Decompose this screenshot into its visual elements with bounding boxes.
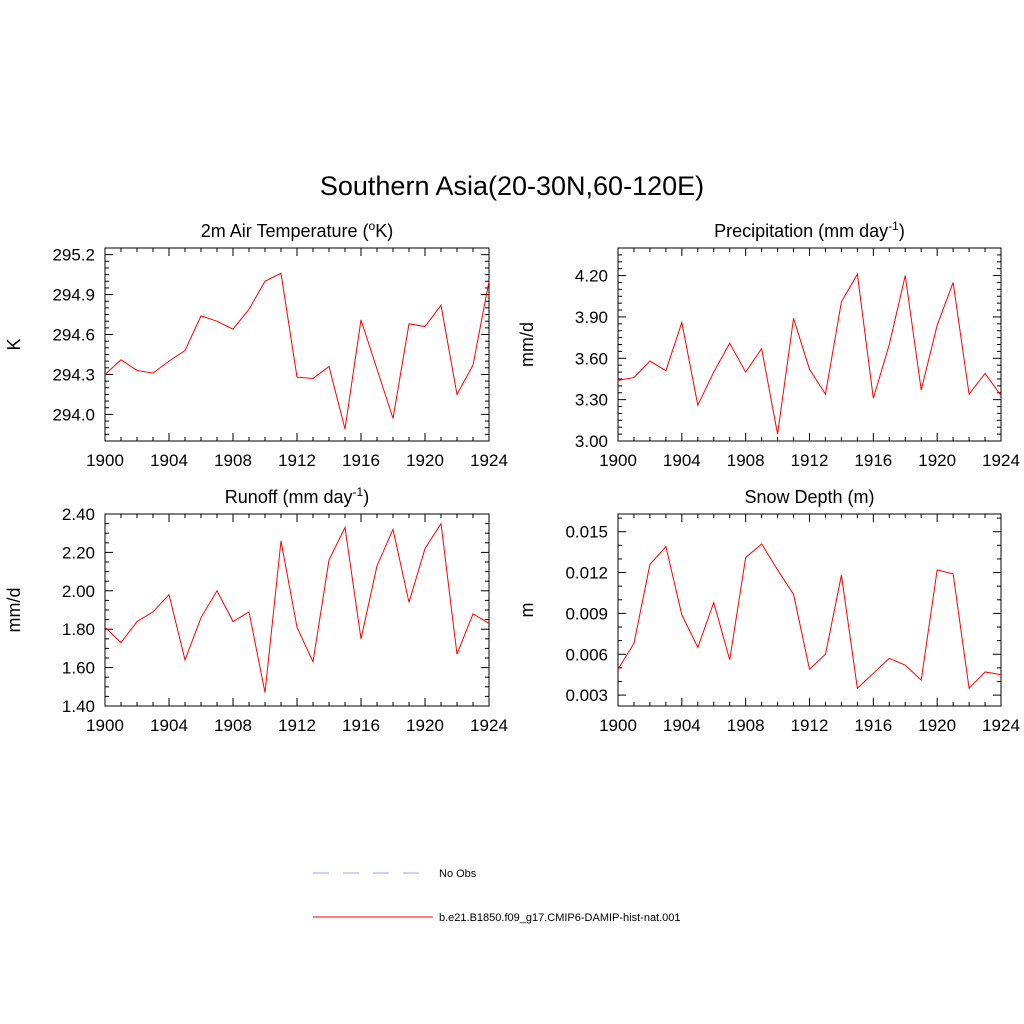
precipitation-title: Precipitation (mm day-1) [714,219,905,241]
legend: No Obs b.e21.B1850.f09_g17.CMIP6-DAMIP-h… [313,868,681,924]
air-temperature-x-tick-label: 1924 [470,451,508,470]
runoff-series-line [104,522,490,693]
runoff-y-tick-label: 2.20 [62,543,95,562]
runoff-x-tick-label: 1916 [342,716,380,735]
runoff-x-tick-label: 1920 [406,716,444,735]
snow-depth-series-line [617,543,1002,690]
air-temperature-x-tick-label: 1904 [150,451,188,470]
air-temperature-x-tick-label: 1912 [278,451,316,470]
runoff-y-tick-label: 1.60 [62,659,95,678]
snow-depth-y-tick-label: 0.003 [565,686,608,705]
runoff-x-tick-label: 1900 [86,716,124,735]
panel-runoff: 1900 1904 1908 1912 1916 1920 1924 1.40 1.60 1.80… [4,485,508,735]
air-temperature-y-tick-label: 294.0 [52,405,95,424]
legend-label-model-run: b.e21.B1850.f09_g17.CMIP6-DAMIP-hist-nat… [439,912,681,924]
precipitation-x-tick-label: 1916 [854,451,892,470]
panel-precipitation: 1900 1904 1908 1912 1916 1920 1924 3.00 3.30 3.60… [517,219,1020,470]
panel-air-temperature: 1900 1904 1908 1912 1916 1920 1924 294.0 294.3 29… [4,219,508,470]
precipitation-y-tick-label: 3.90 [575,308,608,327]
precipitation-y-axis-label: mm/d [517,322,537,367]
precipitation-y-tick-label: 4.20 [575,267,608,286]
snow-depth-y-tick-label: 0.015 [565,523,608,542]
precipitation-x-tick-label: 1912 [791,451,829,470]
runoff-y-tick-label: 2.00 [62,582,95,601]
snow-depth-x-tick-label: 1920 [918,716,956,735]
air-temperature-y-tick-label: 295.2 [52,246,95,265]
precipitation-y-tick-label: 3.00 [575,432,608,451]
snow-depth-x-tick-label: 1916 [854,716,892,735]
precipitation-x-tick-label: 1924 [982,451,1020,470]
air-temperature-y-axis-label: K [4,338,24,350]
snow-depth-y-tick-label: 0.009 [565,604,608,623]
runoff-x-tick-label: 1904 [150,716,188,735]
runoff-x-tick-label: 1912 [278,716,316,735]
air-temperature-series-line [104,272,490,430]
air-temperature-y-tick-label: 294.3 [52,365,95,384]
precipitation-x-tick-label: 1920 [918,451,956,470]
precipitation-x-tick-label: 1908 [727,451,765,470]
runoff-x-tick-label: 1908 [214,716,252,735]
legend-label-no-obs: No Obs [439,868,477,880]
air-temperature-x-tick-label: 1908 [214,451,252,470]
air-temperature-title: 2m Air Temperature (oK) [201,219,393,241]
runoff-y-tick-label: 1.40 [62,697,95,716]
precipitation-y-tick-label: 3.60 [575,349,608,368]
snow-depth-y-tick-label: 0.006 [565,645,608,664]
air-temperature-y-tick-label: 294.9 [52,286,95,305]
panel-snow-depth: 1900 1904 1908 1912 1916 1920 1924 0.003 0.006 0.… [517,487,1020,735]
precipitation-series-line [617,272,1002,435]
snow-depth-x-tick-label: 1912 [791,716,829,735]
figure-title: Southern Asia(20-30N,60-120E) [320,171,704,201]
snow-depth-title: Snow Depth (m) [744,487,874,507]
runoff-title: Runoff (mm day-1) [225,485,369,507]
runoff-y-tick-label: 1.80 [62,620,95,639]
precipitation-y-tick-label: 3.30 [575,391,608,410]
snow-depth-y-tick-label: 0.012 [565,564,608,583]
runoff-y-tick-label: 2.40 [62,505,95,524]
air-temperature-x-tick-label: 1900 [86,451,124,470]
air-temperature-x-tick-label: 1916 [342,451,380,470]
snow-depth-x-tick-label: 1904 [663,716,701,735]
precipitation-x-tick-label: 1900 [599,451,637,470]
precipitation-x-tick-label: 1904 [663,451,701,470]
runoff-x-tick-label: 1924 [470,716,508,735]
snow-depth-x-tick-label: 1908 [727,716,765,735]
air-temperature-x-tick-label: 1920 [406,451,444,470]
snow-depth-x-tick-label: 1924 [982,716,1020,735]
runoff-y-axis-label: mm/d [4,588,24,633]
snow-depth-y-axis-label: m [517,603,537,618]
snow-depth-x-tick-label: 1900 [599,716,637,735]
air-temperature-y-tick-label: 294.6 [52,326,95,345]
